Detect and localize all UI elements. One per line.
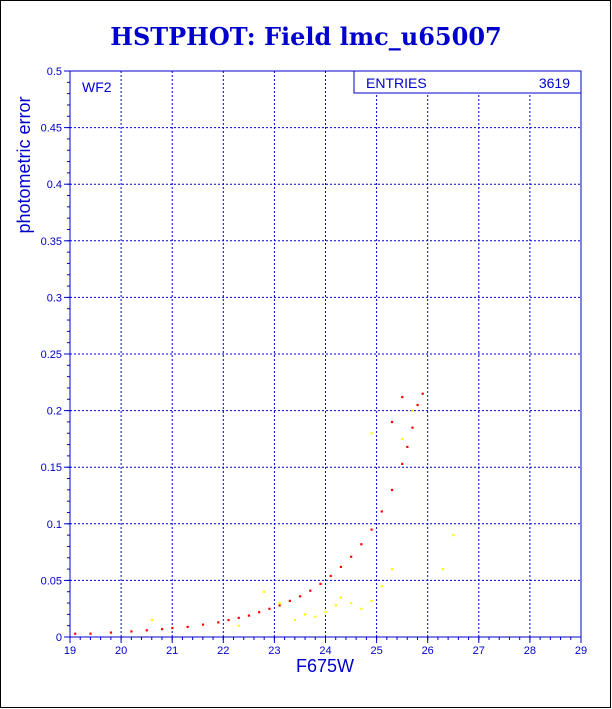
y-tick-label: 0.15 bbox=[41, 462, 62, 474]
scatter-point bbox=[370, 528, 373, 531]
y-tick-label: 0.5 bbox=[47, 66, 62, 78]
scatter-point bbox=[309, 589, 312, 592]
scatter-point bbox=[411, 409, 414, 412]
scatter-point bbox=[227, 619, 230, 622]
scatter-point bbox=[171, 626, 174, 630]
scatter-point bbox=[416, 403, 419, 407]
scatter-point bbox=[263, 590, 266, 593]
scatter-point bbox=[370, 432, 373, 435]
scatter-point bbox=[452, 534, 455, 537]
scatter-point bbox=[278, 604, 281, 607]
scatter-point bbox=[109, 631, 113, 634]
scatter-point bbox=[401, 437, 404, 441]
scatter-point bbox=[160, 628, 164, 631]
stats-entries-label: ENTRIES bbox=[366, 75, 427, 91]
scatter-points bbox=[74, 392, 455, 635]
scatter-point bbox=[421, 392, 424, 395]
scatter-point bbox=[130, 630, 133, 633]
grid-lines bbox=[70, 71, 581, 637]
scatter-point bbox=[401, 462, 404, 466]
x-tick-label: 24 bbox=[319, 645, 331, 657]
stats-entries-value: 3619 bbox=[539, 75, 570, 91]
panel-label: WF2 bbox=[82, 79, 112, 95]
scatter-point bbox=[406, 445, 409, 449]
scatter-point bbox=[390, 420, 394, 424]
y-tick-label: 0.1 bbox=[47, 519, 62, 531]
scatter-point bbox=[411, 426, 414, 429]
scatter-point bbox=[201, 623, 205, 626]
scatter-point bbox=[401, 396, 404, 399]
scatter-point bbox=[278, 602, 281, 605]
y-tick-label: 0.4 bbox=[47, 179, 62, 191]
x-tick-label: 25 bbox=[370, 645, 382, 657]
scatter-point bbox=[350, 602, 353, 605]
scatter-point bbox=[380, 510, 383, 513]
y-tick-label: 0.3 bbox=[47, 292, 62, 304]
scatter-point bbox=[150, 619, 153, 622]
x-tick-label: 21 bbox=[166, 645, 178, 657]
y-tick-label: 0.25 bbox=[41, 349, 62, 361]
scatter-point bbox=[339, 565, 343, 569]
scatter-point bbox=[380, 585, 383, 588]
scatter-point bbox=[186, 625, 189, 629]
scatter-point bbox=[258, 611, 261, 614]
axis-ticks bbox=[64, 70, 582, 643]
scatter-point bbox=[304, 613, 307, 616]
scatter-point bbox=[293, 619, 297, 622]
scatter-point bbox=[334, 604, 337, 607]
y-tick-label: 0.05 bbox=[41, 575, 62, 587]
scatter-point bbox=[442, 568, 445, 571]
chart-title: HSTPHOT: Field lmc_u65007 bbox=[110, 22, 502, 51]
scatter-point bbox=[360, 607, 363, 610]
scatter-point bbox=[89, 632, 92, 635]
x-tick-label: 22 bbox=[217, 645, 229, 657]
scatter-point bbox=[288, 599, 291, 602]
scatter-point bbox=[298, 595, 302, 598]
y-tick-label: 0.35 bbox=[41, 236, 62, 248]
x-axis-label: F675W bbox=[296, 656, 354, 676]
scatter-point bbox=[360, 543, 363, 546]
scatter-point bbox=[319, 582, 322, 585]
x-tick-label: 23 bbox=[268, 645, 280, 657]
scatter-point bbox=[247, 614, 251, 617]
x-tick-label: 29 bbox=[575, 645, 587, 657]
scatter-point bbox=[390, 568, 394, 571]
y-tick-label: 0 bbox=[56, 632, 62, 644]
scatter-point bbox=[314, 615, 317, 618]
y-tick-label: 0.45 bbox=[41, 123, 62, 135]
x-tick-labels: 19 20 21 22 23 24 25 26 27 28 29 bbox=[64, 645, 587, 657]
scatter-point bbox=[268, 607, 271, 610]
scatter-point bbox=[350, 555, 353, 558]
scatter-point bbox=[145, 629, 148, 632]
scatter-point bbox=[217, 621, 220, 624]
scatter-point bbox=[74, 632, 77, 635]
stats-box bbox=[353, 70, 582, 94]
scatter-point bbox=[237, 616, 240, 619]
x-tick-label: 26 bbox=[422, 645, 434, 657]
scatter-point bbox=[324, 611, 327, 614]
scatter-point bbox=[370, 599, 373, 602]
y-tick-labels: 0 0.05 0.1 0.15 0.2 0.25 0.3 0.35 0.4 0.45 0.5 bbox=[41, 66, 62, 644]
x-tick-label: 19 bbox=[64, 645, 76, 657]
scatter-point bbox=[390, 488, 394, 492]
x-tick-label: 27 bbox=[473, 645, 485, 657]
y-tick-label: 0.2 bbox=[47, 406, 62, 418]
scatter-point bbox=[237, 624, 240, 627]
x-tick-label: 20 bbox=[115, 645, 127, 657]
y-axis-label: photometric error bbox=[14, 96, 34, 233]
scatter-point bbox=[339, 596, 343, 599]
x-tick-label: 28 bbox=[524, 645, 536, 657]
scatter-point bbox=[329, 574, 332, 578]
